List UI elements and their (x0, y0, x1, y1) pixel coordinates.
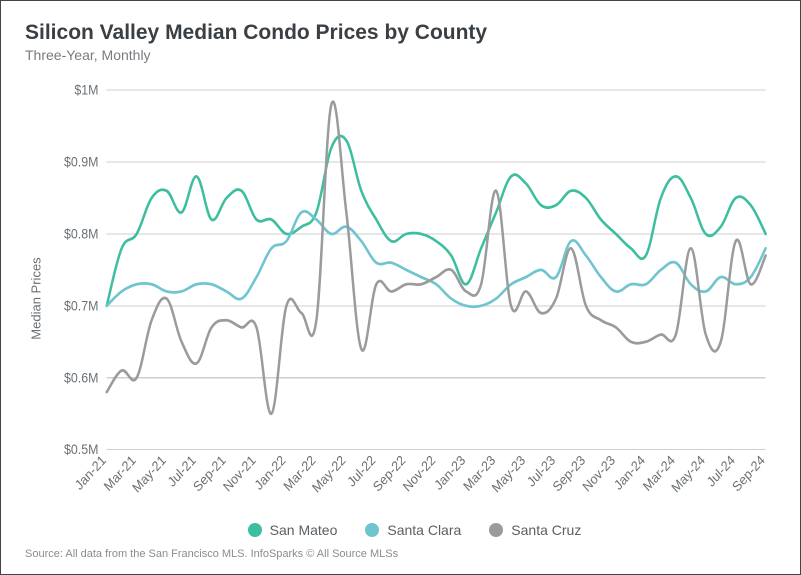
y-axis-label: Median Prices (29, 257, 44, 339)
x-tick-label: Sep-24 (729, 452, 767, 494)
chart-card: Silicon Valley Median Condo Prices by Co… (0, 0, 801, 575)
series-santa-clara (107, 211, 766, 307)
x-tick-label: May-24 (669, 452, 708, 496)
x-tick-label: Sep-21 (190, 452, 228, 494)
chart-area: Median Prices $0.5M$0.6M$0.7M$0.8M$0.9M$… (25, 81, 776, 538)
y-tick-label: $0.6M (64, 370, 98, 386)
legend-label: San Mateo (270, 522, 338, 538)
series-santa-cruz (107, 102, 766, 414)
x-tick-label: Nov-22 (400, 452, 438, 494)
legend-label: Santa Cruz (511, 522, 581, 538)
y-axis-label-container: Median Prices (25, 81, 47, 516)
grid (107, 90, 766, 449)
legend-label: Santa Clara (387, 522, 461, 538)
x-tick-label: Nov-23 (580, 452, 618, 494)
legend-item-santa-cruz: Santa Cruz (489, 522, 581, 538)
source-attribution: Source: All data from the San Francisco … (25, 548, 776, 560)
legend-swatch-icon (365, 523, 379, 537)
y-tick-label: $0.5M (64, 442, 98, 458)
y-tick-label: $0.9M (64, 154, 98, 170)
y-tick-label: $0.8M (64, 226, 98, 242)
x-tick-label: May-21 (129, 452, 168, 496)
chart-subtitle: Three-Year, Monthly (25, 47, 776, 63)
y-tick-label: $0.7M (64, 298, 98, 314)
legend-item-san-mateo: San Mateo (248, 522, 338, 538)
chart-title: Silicon Valley Median Condo Prices by Co… (25, 21, 776, 45)
x-ticks: Jan-21Mar-21May-21Jul-21Sep-21Nov-21Jan-… (72, 452, 768, 496)
legend: San Mateo Santa Clara Santa Cruz (53, 522, 776, 538)
x-tick-label: Sep-23 (550, 452, 588, 494)
y-tick-label: $1M (74, 82, 98, 98)
legend-swatch-icon (489, 523, 503, 537)
series-san-mateo (107, 136, 766, 306)
line-chart-svg: $0.5M $0.6M $0.7M $0.8M $0.9M $1M Jan-21Mar-21… (53, 81, 776, 516)
x-tick-label: Sep-22 (370, 452, 408, 494)
x-tick-label: May-23 (489, 452, 528, 496)
legend-item-santa-clara: Santa Clara (365, 522, 461, 538)
legend-swatch-icon (248, 523, 262, 537)
x-tick-label: May-22 (309, 452, 348, 496)
x-tick-label: Nov-21 (220, 452, 258, 494)
